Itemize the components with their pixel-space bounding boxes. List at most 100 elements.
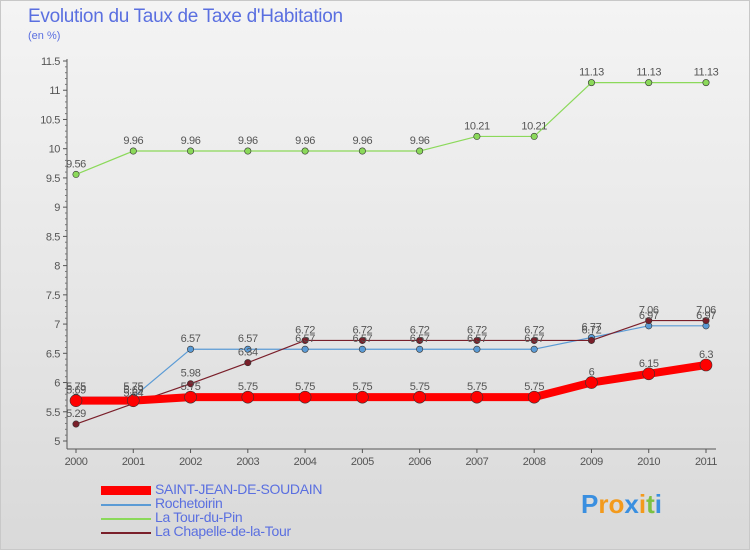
data-label: 5.75	[352, 381, 372, 393]
logo-letter: r	[598, 489, 609, 519]
x-tick-label: 2004	[294, 456, 317, 468]
data-point	[527, 390, 541, 404]
x-tick-label: 2002	[179, 456, 202, 468]
chart-subtitle: (en %)	[28, 30, 61, 42]
y-tick-label: 8	[54, 261, 60, 273]
data-point	[72, 420, 80, 428]
data-label: 6.57	[524, 333, 544, 345]
data-label: 5.29	[66, 408, 86, 420]
x-tick-label: 2003	[236, 456, 259, 468]
data-label: 5.75	[66, 381, 86, 393]
legend-label: Rochetoirin	[155, 495, 223, 511]
data-label: 9.96	[123, 135, 143, 147]
data-point	[416, 336, 424, 344]
legend-label: SAINT-JEAN-DE-SOUDAIN	[155, 481, 323, 497]
data-point	[702, 317, 710, 325]
data-label: 6	[589, 367, 595, 379]
data-label: 6.72	[295, 324, 315, 336]
data-point	[301, 336, 309, 344]
data-label: 5.75	[123, 381, 143, 393]
y-tick-label: 6.5	[46, 348, 60, 360]
data-label: 5.75	[238, 381, 258, 393]
data-point	[470, 390, 484, 404]
data-label: 5.75	[524, 381, 544, 393]
data-point	[126, 394, 140, 407]
data-point	[358, 147, 366, 155]
data-point	[356, 390, 369, 404]
data-label: 6.15	[639, 358, 659, 370]
data-point	[699, 358, 713, 372]
data-label: 6.72	[582, 324, 602, 336]
data-label: 10.21	[464, 120, 490, 132]
data-label: 6.72	[524, 324, 544, 336]
logo-letter: P	[581, 489, 599, 519]
data-label: 9.96	[352, 135, 372, 147]
x-tick-label: 2011	[695, 456, 717, 468]
y-tick-label: 10	[49, 144, 61, 156]
data-point	[184, 390, 197, 404]
y-tick-label: 11.5	[41, 56, 60, 68]
data-label: 6.72	[410, 324, 430, 336]
data-point	[301, 147, 309, 155]
x-tick-label: 2001	[122, 456, 145, 468]
x-tick-label: 2006	[408, 456, 431, 468]
proxiti-logo: Proxiti	[581, 489, 662, 520]
y-tick-label: 5	[54, 436, 60, 448]
data-point	[416, 345, 424, 353]
data-point	[358, 336, 366, 344]
data-point	[587, 336, 595, 344]
legend-swatch	[101, 517, 151, 520]
data-label: 5.75	[410, 381, 430, 393]
data-label: 6.57	[181, 333, 201, 345]
data-label: 9.96	[238, 135, 258, 147]
logo-letter: i	[654, 489, 662, 519]
data-point	[473, 336, 481, 344]
series-line-rochetoirin	[76, 325, 706, 398]
y-tick-label: 10.5	[40, 114, 60, 126]
data-label: 6.97	[696, 310, 716, 322]
data-label: 5.69	[66, 385, 86, 397]
logo-letter: t	[646, 489, 655, 519]
data-label: 5.75	[181, 381, 201, 393]
data-label: 6.3	[699, 349, 713, 361]
data-point	[413, 390, 426, 404]
series-line-la-chapelle-de-la-tour	[75, 319, 706, 425]
data-point	[69, 394, 83, 407]
data-point	[530, 132, 538, 140]
data-label: 6.57	[410, 333, 430, 345]
data-label: 5.75	[295, 381, 315, 393]
x-tick-label: 2007	[465, 456, 488, 468]
data-label: 5.69	[123, 385, 143, 397]
y-tick-label: 9	[54, 202, 60, 214]
data-point	[187, 147, 195, 155]
data-label: 6.72	[352, 324, 372, 336]
logo-letter: i	[638, 489, 647, 519]
data-label: 5.98	[181, 368, 201, 380]
logo-letter: o	[608, 489, 625, 519]
logo-letter: x	[624, 489, 639, 519]
data-label: 7.06	[696, 305, 716, 317]
data-point	[358, 345, 366, 353]
data-point	[473, 132, 481, 140]
data-point	[645, 79, 653, 87]
data-label: 5.64	[123, 388, 143, 400]
y-tick-label: 6	[54, 378, 60, 390]
data-point	[187, 380, 195, 388]
data-point	[530, 345, 538, 353]
data-point	[244, 345, 252, 353]
legend-swatch	[101, 486, 151, 495]
data-label: 6.77	[582, 322, 602, 334]
x-tick-label: 2009	[580, 456, 603, 468]
data-point	[416, 147, 424, 155]
data-point	[301, 345, 309, 353]
chart-title: Evolution du Taux de Taxe d'Habitation	[28, 6, 343, 27]
data-label: 6.57	[295, 333, 315, 345]
data-label: 6.57	[467, 333, 487, 345]
data-label: 7.06	[639, 305, 659, 317]
data-label: 6.34	[238, 347, 258, 359]
data-point	[72, 170, 80, 178]
data-point	[530, 336, 538, 344]
series-line-la-tour-du-pin	[75, 82, 706, 175]
data-label: 9.56	[66, 158, 86, 170]
